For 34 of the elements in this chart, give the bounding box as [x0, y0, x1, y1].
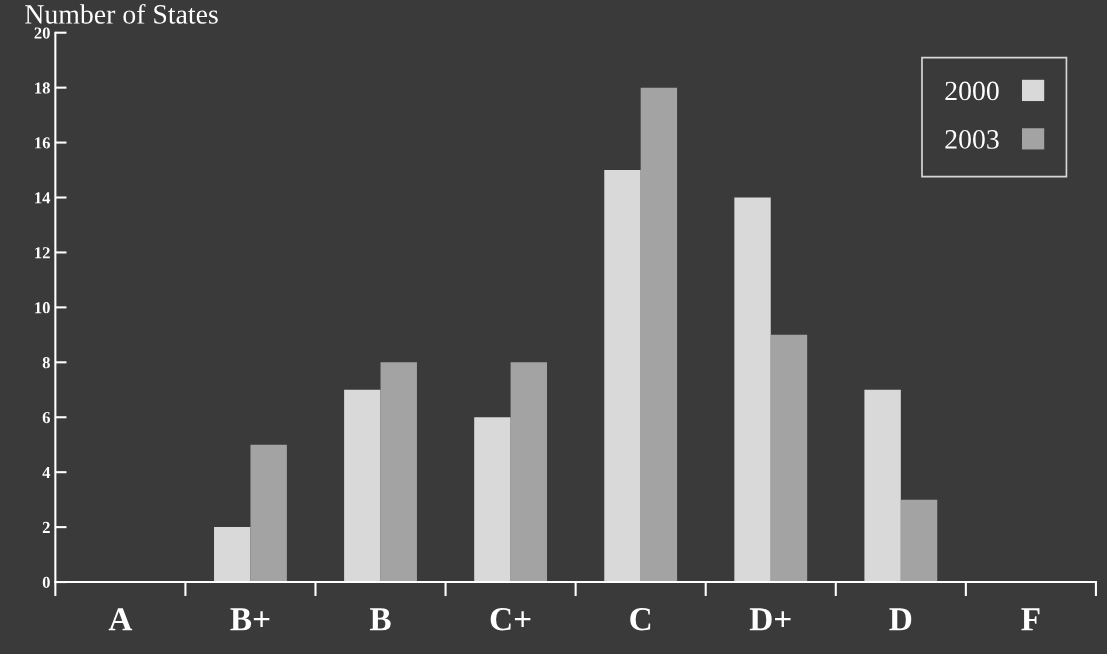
y-tick-label: 2 [42, 521, 50, 533]
x-tick-label: D [889, 608, 912, 631]
legend-label: 2000 [945, 81, 999, 101]
bar [214, 527, 251, 583]
bar [864, 389, 901, 583]
bar [250, 444, 287, 583]
legend-label: 2003 [945, 130, 999, 149]
x-tick-label: D+ [749, 608, 791, 631]
y-tick-label: 16 [35, 137, 50, 149]
x-tick-label: B+ [230, 608, 270, 631]
bar [640, 87, 678, 583]
y-tick-label: 10 [35, 302, 50, 314]
bar [510, 362, 548, 583]
bar [344, 389, 381, 583]
bar [604, 170, 641, 583]
y-tick-label: 6 [42, 412, 50, 424]
bar [900, 499, 938, 583]
x-tick-label: B [369, 608, 391, 631]
x-tick-label: A [108, 608, 133, 631]
y-tick-label: 14 [35, 192, 51, 204]
bar [770, 334, 808, 583]
y-tick-label: 8 [42, 357, 50, 369]
y-tick-label: 12 [35, 247, 50, 259]
y-tick-label: 18 [35, 82, 50, 94]
y-tick-label: 20 [34, 27, 50, 39]
y-tick-label: 4 [42, 467, 51, 478]
x-tick-label: C [630, 608, 651, 631]
x-tick-label: C+ [490, 608, 531, 631]
bar [474, 417, 511, 583]
y-axis-title: Number of States [25, 3, 218, 24]
bar [380, 362, 417, 583]
x-tick-label: F [1021, 608, 1040, 631]
y-tick-label: 0 [42, 576, 50, 589]
bar [734, 197, 771, 583]
